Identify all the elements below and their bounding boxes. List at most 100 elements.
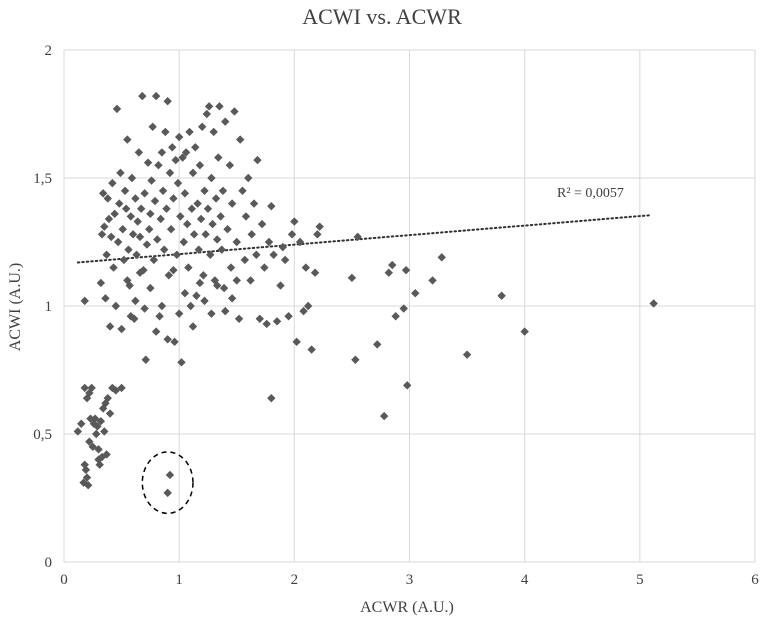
data-point [267,201,276,211]
data-point [232,237,241,247]
y-tick-label: 1 [45,299,53,315]
data-point [180,289,190,298]
data-point [178,153,187,162]
data-point [131,194,140,203]
data-point [185,127,194,137]
data-point [133,217,142,226]
data-point [232,276,241,285]
data-point [240,255,250,265]
data-point [193,199,202,208]
data-point [181,148,191,157]
data-point [135,232,145,242]
data-point [104,214,114,224]
gridlines [63,49,756,563]
data-point [221,306,230,316]
data-point [310,268,320,277]
tick-labels: 0 1 2 3 4 5 6 0 0,5 1 1,5 2 [33,43,759,588]
data-point [437,253,446,262]
y-tick-label: 2 [45,43,53,59]
data-point [315,222,324,231]
data-point [164,271,174,280]
data-point [212,235,222,244]
data-point [401,265,411,275]
data-point [154,161,163,170]
data-point [179,237,188,247]
r-squared-label: R² = 0,0057 [557,186,624,201]
data-point [102,450,111,459]
data-point [151,91,161,101]
data-point [200,296,209,306]
data-point [252,250,261,259]
data-point [223,225,232,234]
data-point [82,473,92,482]
data-point [379,411,389,421]
data-point [96,278,106,288]
data-point [163,488,172,498]
data-point [155,312,164,321]
data-point [145,225,154,234]
data-point [131,296,140,306]
data-point [227,199,237,208]
data-point [295,237,305,247]
data-point [353,232,362,242]
data-point [260,263,269,272]
data-point [121,204,131,213]
y-tick-label: 0,5 [33,427,52,443]
x-tick-label: 1 [175,572,183,588]
data-point [119,255,129,265]
data-point [109,263,118,272]
data-point [188,322,198,331]
data-point [264,237,274,247]
data-point [290,217,299,226]
x-tick-label: 0 [60,572,68,588]
data-point [292,337,301,347]
data-point [278,242,288,252]
data-point [347,273,357,283]
highlight-ellipse [141,451,194,515]
data-point [93,422,102,431]
data-point [123,276,132,285]
data-point [411,289,420,298]
data-points [73,91,658,498]
data-point [103,194,112,203]
data-point [112,104,122,114]
data-point [96,417,106,426]
data-point [86,414,95,423]
data-point [307,345,316,354]
data-point [174,132,184,142]
x-tick-label: 3 [406,572,414,588]
data-point [202,109,212,119]
data-point [163,97,172,106]
data-point [497,291,506,300]
data-point [218,186,228,195]
data-point [299,306,308,316]
data-point [462,350,472,359]
data-point [163,335,172,344]
data-point [100,427,109,436]
data-point [105,409,115,418]
data-point [180,189,190,198]
data-point [201,230,210,239]
data-point [200,186,209,195]
data-point [102,250,111,259]
data-point [196,214,206,224]
data-point [150,196,160,206]
data-point [134,148,144,157]
data-point [168,143,177,152]
data-point [172,250,182,259]
data-point [402,381,412,390]
chart-title: ACWI vs. ACWR [302,4,462,29]
data-point [399,304,408,313]
data-point [148,122,157,131]
data-point [94,455,103,464]
data-point [211,194,221,203]
data-point [215,102,224,111]
data-point [249,199,259,208]
data-point [203,204,213,213]
y-tick-label: 0 [45,555,53,571]
data-point [214,153,223,162]
data-point [92,429,101,439]
data-point [116,168,125,178]
data-point [269,250,278,259]
data-point [183,219,192,229]
